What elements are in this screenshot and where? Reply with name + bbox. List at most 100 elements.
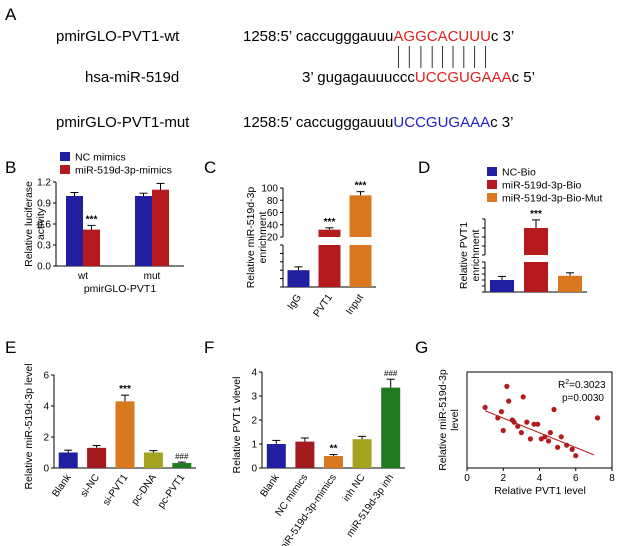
bar-mut-0 bbox=[135, 196, 152, 266]
y-tick-label: 2 bbox=[251, 416, 257, 427]
y-tick-label: 0.9 bbox=[37, 199, 51, 210]
x-tick-label: mut bbox=[144, 271, 161, 282]
bar-Blank bbox=[266, 444, 286, 468]
x-tick-label: pc-DNA bbox=[130, 472, 159, 507]
significance-label: *** bbox=[530, 209, 542, 220]
panel-a: A pmirGLO-PVT1-wt 1258:5’ caccugggauuuAG… bbox=[5, 5, 535, 131]
scatter-point bbox=[558, 434, 564, 440]
scatter-point bbox=[531, 421, 537, 427]
sequence-mut: 1258:5’ caccugggauuuUCCGUGAAAc 3’ bbox=[243, 114, 513, 131]
scatter-point bbox=[527, 436, 534, 442]
scatter-point bbox=[515, 423, 521, 429]
scatter-point bbox=[555, 444, 561, 450]
scatter-point bbox=[564, 442, 570, 448]
axis-break-gap bbox=[523, 255, 549, 262]
legend-label: miR-519d-3p-mimics bbox=[75, 165, 172, 177]
sequence-mirna: 3’ gugagauuucccUCCGUGAAAc 5’ bbox=[302, 69, 535, 86]
bar-wt-1 bbox=[83, 229, 100, 266]
panel-label: G bbox=[415, 338, 428, 357]
y-tick-label: 1.2 bbox=[37, 178, 51, 189]
y-axis-label: Relative PVT1 vlevel bbox=[231, 377, 243, 474]
x-tick-label: si-PVT1 bbox=[101, 472, 131, 508]
y-tick-label: 2 bbox=[43, 433, 49, 444]
significance-label: ** bbox=[330, 444, 338, 455]
construct-mut-label: pmirGLO-PVT1-mut bbox=[56, 114, 190, 131]
x-tick-label: 6 bbox=[573, 473, 579, 484]
scatter-point bbox=[520, 394, 526, 400]
p-value-label: p=0.0030 bbox=[562, 393, 604, 404]
scatter-point bbox=[551, 406, 557, 413]
y-axis-label: Relative miR-519d-3p level bbox=[23, 363, 35, 489]
x-tick-label: PVT1 bbox=[312, 292, 336, 319]
y-tick-label: 0 bbox=[251, 464, 257, 475]
significance-label: *** bbox=[86, 214, 98, 225]
bar-pc-PVT1 bbox=[172, 463, 192, 468]
construct-wt-label: pmirGLO-PVT1-wt bbox=[56, 28, 180, 45]
significance-label: *** bbox=[119, 384, 131, 395]
x-axis-label: Relative PVT1 level bbox=[494, 485, 586, 497]
significance-label: *** bbox=[355, 181, 367, 192]
sequence-wt: 1258:5’ caccugggauuuAGGCACUUUc 3’ bbox=[243, 28, 514, 45]
scatter-point bbox=[511, 419, 517, 425]
scatter-point bbox=[542, 434, 548, 440]
axis-break-gap bbox=[348, 237, 373, 245]
panel-label: C bbox=[204, 158, 216, 177]
scatter-point bbox=[495, 415, 501, 421]
y-tick-label: 0.0 bbox=[37, 262, 51, 273]
scatter-point bbox=[573, 453, 579, 459]
scatter-point bbox=[482, 404, 488, 410]
axis-break-gap bbox=[317, 237, 342, 245]
y-tick-label: 4 bbox=[43, 402, 49, 413]
bar-NC mimics bbox=[295, 441, 315, 468]
y-axis-label: Relative PVT1enrichment bbox=[458, 222, 482, 289]
x-tick-label: 2 bbox=[500, 473, 506, 484]
mirna-label: hsa-miR-519d bbox=[85, 69, 179, 86]
y-axis-label: Relative luciferaseactivity bbox=[23, 181, 47, 267]
regression-line bbox=[484, 410, 595, 456]
legend-label: NC mimics bbox=[75, 152, 126, 164]
x-tick-label: Input bbox=[344, 292, 366, 317]
scatter-point bbox=[504, 383, 510, 389]
significance-label: ### bbox=[384, 369, 398, 378]
legend-label: miR-519d-3p-Bio bbox=[502, 180, 582, 192]
bar-inh NC bbox=[352, 439, 372, 468]
scatter-point bbox=[569, 446, 575, 452]
x-tick-label: Blank bbox=[50, 472, 74, 500]
bar-mut-1 bbox=[152, 189, 169, 266]
x-tick-label: wt bbox=[77, 271, 88, 282]
base-pair-lines bbox=[398, 46, 486, 68]
scatter-point bbox=[518, 430, 524, 436]
bar-NC-Bio bbox=[490, 280, 514, 292]
bar-IgG bbox=[287, 270, 310, 287]
y-tick-label: 1 bbox=[251, 440, 257, 451]
legend-swatch bbox=[487, 193, 497, 202]
bar-miR-519d-3p inh bbox=[381, 387, 401, 468]
r-squared-label: R2=0.3023 bbox=[558, 379, 606, 391]
panel-label: E bbox=[5, 338, 16, 357]
y-tick-label: 80 bbox=[267, 196, 279, 207]
scatter-point bbox=[500, 427, 506, 434]
y-axis-label: Relative miR-519d-3penrichment bbox=[245, 187, 269, 289]
y-tick-label: 0.6 bbox=[37, 220, 51, 231]
bar-miR-519d-3p-Bio-Mut bbox=[558, 275, 582, 292]
x-tick-label: inh NC bbox=[341, 472, 368, 503]
legend-label: NC-Bio bbox=[502, 167, 536, 179]
x-tick-label: pc-PVT1 bbox=[156, 472, 188, 511]
bar-miR-519d-3p-mimics bbox=[324, 456, 343, 468]
scatter-point bbox=[535, 421, 541, 427]
bar-si-PVT1 bbox=[115, 401, 135, 468]
x-tick-label: 4 bbox=[537, 473, 543, 484]
legend-swatch bbox=[60, 152, 70, 161]
panel-a-label: A bbox=[5, 5, 17, 24]
y-tick-label: 6 bbox=[43, 371, 49, 382]
legend-label: miR-519d-3p-Bio-Mut bbox=[502, 193, 602, 205]
y-tick-label: 0 bbox=[43, 464, 49, 475]
y-tick-label: 100 bbox=[261, 184, 278, 195]
scatter-point bbox=[545, 438, 552, 444]
panel-label: F bbox=[204, 338, 214, 357]
